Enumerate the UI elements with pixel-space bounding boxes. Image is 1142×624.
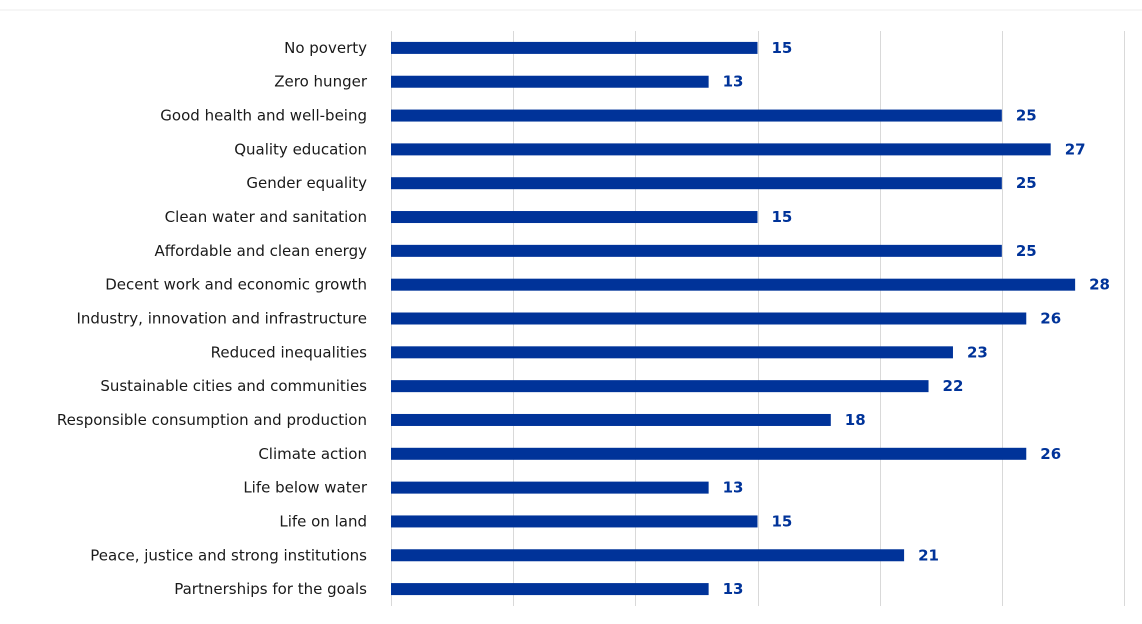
category-label: No poverty <box>284 39 367 57</box>
bar <box>391 245 1002 257</box>
bar <box>391 549 904 561</box>
value-label: 15 <box>772 208 793 226</box>
category-label: Partnerships for the goals <box>174 580 367 598</box>
bar <box>391 380 929 392</box>
bar <box>391 110 1002 122</box>
value-label: 15 <box>772 39 793 57</box>
category-label: Life on land <box>279 512 367 530</box>
category-label: Gender equality <box>246 174 367 192</box>
value-label: 22 <box>943 377 964 395</box>
bar <box>391 346 953 358</box>
bar <box>391 279 1075 291</box>
value-label: 21 <box>918 546 939 564</box>
value-label: 27 <box>1065 140 1086 158</box>
category-label: Life below water <box>243 479 368 497</box>
category-label: Peace, justice and strong institutions <box>90 546 367 564</box>
value-label: 25 <box>1016 107 1037 125</box>
value-label: 13 <box>723 73 744 91</box>
bar <box>391 143 1051 155</box>
value-label: 26 <box>1040 310 1061 328</box>
bar <box>391 42 758 54</box>
bars <box>391 42 1075 595</box>
category-label: Clean water and sanitation <box>165 208 367 226</box>
value-label: 28 <box>1089 276 1110 294</box>
bar <box>391 448 1026 460</box>
category-label: Decent work and economic growth <box>105 276 367 294</box>
category-label: Sustainable cities and communities <box>100 377 367 395</box>
category-label: Quality education <box>234 140 367 158</box>
category-label: Zero hunger <box>274 73 368 91</box>
value-label: 26 <box>1040 445 1061 463</box>
bar <box>391 482 709 494</box>
value-label: 25 <box>1016 242 1037 260</box>
category-label: Good health and well-being <box>160 107 367 125</box>
category-label: Climate action <box>258 445 367 463</box>
category-label: Responsible consumption and production <box>57 411 367 429</box>
bar <box>391 76 709 88</box>
category-label: Industry, innovation and infrastructure <box>76 310 367 328</box>
bar <box>391 177 1002 189</box>
value-label: 13 <box>723 479 744 497</box>
value-label: 25 <box>1016 174 1037 192</box>
bar <box>391 313 1026 325</box>
bar <box>391 515 758 527</box>
value-label: 18 <box>845 411 866 429</box>
value-label: 13 <box>723 580 744 598</box>
bar <box>391 583 709 595</box>
bar <box>391 414 831 426</box>
value-label: 23 <box>967 343 988 361</box>
category-label: Affordable and clean energy <box>155 242 368 260</box>
bar <box>391 211 758 223</box>
category-labels: No poverty Zero hunger Good health and wel… <box>57 39 368 598</box>
category-label: Reduced inequalities <box>211 343 368 361</box>
value-label: 15 <box>772 512 793 530</box>
